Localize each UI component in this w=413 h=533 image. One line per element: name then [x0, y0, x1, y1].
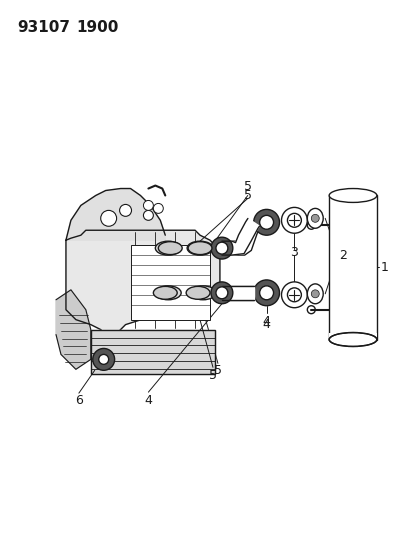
Polygon shape	[221, 286, 253, 300]
Ellipse shape	[328, 333, 376, 346]
Text: 93107: 93107	[17, 20, 70, 35]
Ellipse shape	[328, 333, 376, 346]
Polygon shape	[66, 189, 165, 240]
Text: 5: 5	[209, 369, 216, 382]
Ellipse shape	[328, 189, 376, 203]
Circle shape	[153, 204, 163, 213]
Bar	[130, 245, 209, 320]
Text: 5: 5	[243, 181, 251, 193]
Text: 1: 1	[380, 261, 388, 274]
Circle shape	[211, 282, 232, 304]
Circle shape	[100, 211, 116, 227]
Circle shape	[311, 290, 318, 298]
Circle shape	[119, 205, 131, 216]
Ellipse shape	[155, 241, 181, 255]
Ellipse shape	[306, 208, 323, 228]
Ellipse shape	[306, 284, 323, 304]
Ellipse shape	[186, 286, 209, 299]
Circle shape	[211, 237, 232, 259]
Ellipse shape	[187, 241, 212, 255]
Ellipse shape	[190, 286, 216, 300]
Text: 4: 4	[262, 314, 270, 328]
Circle shape	[216, 287, 227, 299]
Polygon shape	[90, 329, 214, 374]
Polygon shape	[56, 290, 90, 369]
Text: 6: 6	[75, 394, 83, 407]
Text: 3: 3	[290, 246, 298, 259]
Polygon shape	[221, 286, 253, 300]
Text: 1900: 1900	[76, 20, 118, 35]
Circle shape	[259, 286, 273, 300]
Circle shape	[287, 213, 301, 227]
Ellipse shape	[188, 241, 211, 255]
Circle shape	[216, 242, 227, 254]
Polygon shape	[221, 219, 259, 255]
Circle shape	[253, 209, 279, 235]
Circle shape	[259, 215, 273, 229]
Ellipse shape	[155, 286, 181, 300]
Circle shape	[143, 200, 153, 211]
Ellipse shape	[153, 286, 177, 299]
Bar	[328, 196, 376, 340]
Circle shape	[311, 214, 318, 222]
Circle shape	[93, 349, 114, 370]
Ellipse shape	[158, 241, 182, 255]
Circle shape	[281, 282, 306, 308]
Circle shape	[143, 211, 153, 220]
Bar	[328, 333, 376, 341]
Circle shape	[287, 288, 301, 302]
Text: 5: 5	[243, 189, 251, 202]
Text: 2: 2	[338, 248, 346, 262]
Circle shape	[253, 280, 279, 306]
Text: 4: 4	[144, 394, 152, 407]
Text: 4: 4	[262, 318, 270, 330]
Circle shape	[281, 207, 306, 233]
Circle shape	[98, 354, 108, 365]
Polygon shape	[221, 220, 260, 255]
Text: 5: 5	[214, 365, 221, 377]
Bar	[90, 329, 214, 374]
Polygon shape	[66, 230, 219, 335]
